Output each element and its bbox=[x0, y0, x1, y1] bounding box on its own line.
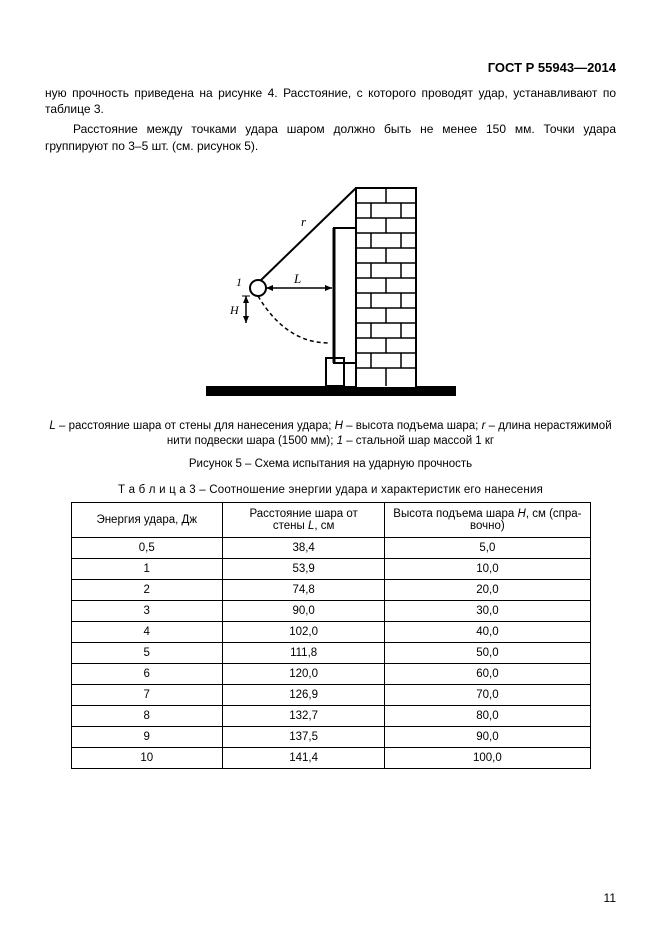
table-cell: 7 bbox=[71, 684, 222, 705]
svg-text:1: 1 bbox=[236, 275, 242, 289]
table-cell: 1 bbox=[71, 558, 222, 579]
table-cell: 30,0 bbox=[385, 600, 590, 621]
table-cell: 70,0 bbox=[385, 684, 590, 705]
legend-1-text: – стальной шар массой 1 кг bbox=[343, 435, 494, 447]
table-cell: 100,0 bbox=[385, 747, 590, 768]
table-cell: 0,5 bbox=[71, 537, 222, 558]
table-row: 8132,780,0 bbox=[71, 705, 590, 726]
table-row: 0,538,45,0 bbox=[71, 537, 590, 558]
col-energy: Энергия удара, Дж bbox=[71, 502, 222, 537]
table-header-row: Энергия удара, Дж Расстояние шара от сте… bbox=[71, 502, 590, 537]
table-cell: 10,0 bbox=[385, 558, 590, 579]
table-cell: 5,0 bbox=[385, 537, 590, 558]
table-cell: 111,8 bbox=[222, 642, 384, 663]
table-caption-rest: – Соотношение энергии удара и характерис… bbox=[196, 484, 543, 496]
table-row: 10141,4100,0 bbox=[71, 747, 590, 768]
table-cell: 90,0 bbox=[222, 600, 384, 621]
table-cell: 132,7 bbox=[222, 705, 384, 726]
table-cell: 90,0 bbox=[385, 726, 590, 747]
table-cell: 40,0 bbox=[385, 621, 590, 642]
table-cell: 3 bbox=[71, 600, 222, 621]
impact-test-diagram: r L H 1 bbox=[206, 168, 456, 398]
table-cell: 60,0 bbox=[385, 663, 590, 684]
table-cell: 2 bbox=[71, 579, 222, 600]
table-caption: Т а б л и ц а 3 – Соотношение энергии уд… bbox=[45, 484, 616, 496]
col-height: Высота подъема шара H, см (спра- вочно) bbox=[385, 502, 590, 537]
table-cell: 38,4 bbox=[222, 537, 384, 558]
table-cell: 80,0 bbox=[385, 705, 590, 726]
table-cell: 120,0 bbox=[222, 663, 384, 684]
table-row: 390,030,0 bbox=[71, 600, 590, 621]
table-cell: 9 bbox=[71, 726, 222, 747]
table-cell: 102,0 bbox=[222, 621, 384, 642]
table-cell: 53,9 bbox=[222, 558, 384, 579]
legend-H-symbol: H bbox=[335, 420, 343, 432]
figure-5: r L H 1 bbox=[45, 168, 616, 401]
col-distance: Расстояние шара от стены L, см bbox=[222, 502, 384, 537]
figure-caption: Рисунок 5 – Схема испытания на ударную п… bbox=[45, 458, 616, 470]
table-cell: 50,0 bbox=[385, 642, 590, 663]
svg-text:H: H bbox=[229, 303, 240, 317]
table-row: 7126,970,0 bbox=[71, 684, 590, 705]
table-cell: 137,5 bbox=[222, 726, 384, 747]
table-cell: 6 bbox=[71, 663, 222, 684]
page-number: 11 bbox=[604, 891, 616, 905]
table-cell: 20,0 bbox=[385, 579, 590, 600]
standard-header: ГОСТ Р 55943—2014 bbox=[45, 60, 616, 75]
figure-legend: L – расстояние шара от стены для нанесен… bbox=[45, 419, 616, 450]
legend-L-text: – расстояние шара от стены для нанесения… bbox=[56, 420, 335, 432]
table-row: 153,910,0 bbox=[71, 558, 590, 579]
table-body: 0,538,45,0153,910,0274,820,0390,030,0410… bbox=[71, 537, 590, 768]
table-cell: 5 bbox=[71, 642, 222, 663]
energy-table: Энергия удара, Дж Расстояние шара от сте… bbox=[71, 502, 591, 769]
paragraph-2: Расстояние между точками удара шаром дол… bbox=[45, 121, 616, 153]
table-cell: 10 bbox=[71, 747, 222, 768]
svg-text:L: L bbox=[293, 271, 301, 286]
table-cell: 74,8 bbox=[222, 579, 384, 600]
table-row: 5111,850,0 bbox=[71, 642, 590, 663]
table-cell: 4 bbox=[71, 621, 222, 642]
legend-H-text: – высота подъема шара; bbox=[343, 420, 482, 432]
table-cell: 8 bbox=[71, 705, 222, 726]
table-cell: 126,9 bbox=[222, 684, 384, 705]
table-row: 274,820,0 bbox=[71, 579, 590, 600]
table-row: 4102,040,0 bbox=[71, 621, 590, 642]
table-cell: 141,4 bbox=[222, 747, 384, 768]
table-caption-prefix: Т а б л и ц а 3 bbox=[118, 484, 196, 496]
table-row: 6120,060,0 bbox=[71, 663, 590, 684]
table-row: 9137,590,0 bbox=[71, 726, 590, 747]
svg-text:r: r bbox=[301, 214, 307, 229]
paragraph-1: ную прочность приведена на рисунке 4. Ра… bbox=[45, 85, 616, 117]
